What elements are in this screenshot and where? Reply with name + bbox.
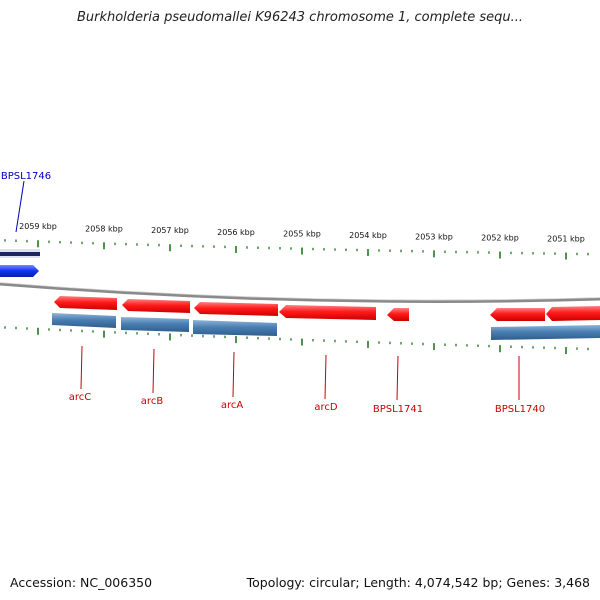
forward-strand-genes xyxy=(54,296,600,321)
chromosome-backbone xyxy=(0,282,600,303)
gene-label-arca[interactable]: arcA xyxy=(221,400,244,411)
gene-label-arcd[interactable]: arcD xyxy=(314,402,338,413)
gene-bpsl1740-arrow[interactable] xyxy=(490,308,545,321)
map-title: Burkholderia pseudomallei K96243 chromos… xyxy=(76,10,524,25)
tick-label: 2053 kbp xyxy=(415,232,453,241)
cds-arcb-bar[interactable] xyxy=(121,317,189,332)
genome-summary-text: Topology: circular; Length: 4,074,542 bp… xyxy=(246,575,590,590)
bottom-tick-marks xyxy=(4,326,589,355)
accession-text: Accession: NC_006350 xyxy=(10,575,153,590)
cds-features xyxy=(52,313,600,340)
gene-label-bpsl1740[interactable]: BPSL1740 xyxy=(495,404,545,415)
gene-label-arcb[interactable]: arcB xyxy=(141,396,164,407)
leader-bpsl1746 xyxy=(15,180,25,233)
cds-arcc-bar[interactable] xyxy=(52,313,116,328)
gene-bpsl1746-arrow xyxy=(0,265,39,277)
gene-arcb-arrow[interactable] xyxy=(122,299,190,313)
leader-arcd xyxy=(324,354,327,400)
leader-bpsl1741 xyxy=(396,355,399,401)
cds-bpsl1740-bar[interactable] xyxy=(491,325,600,340)
gene-label-leaders xyxy=(80,345,520,401)
gene-arcc-arrow[interactable] xyxy=(54,296,117,310)
chromosome-backbone-highlight xyxy=(0,282,600,301)
gene-bpsl1746[interactable] xyxy=(0,249,40,277)
tick-label: 2055 kbp xyxy=(283,230,321,239)
tick-label: 2052 kbp xyxy=(481,234,519,243)
gene-bpsl1741-arrow[interactable] xyxy=(387,308,409,321)
tick-label: 2059 kbp xyxy=(19,222,57,231)
gene-arcd-arrow[interactable] xyxy=(279,305,376,320)
tick-label: 2056 kbp xyxy=(217,228,255,237)
gene-next-forward-arrow[interactable] xyxy=(546,306,600,321)
cds-arca-bar[interactable] xyxy=(193,320,277,336)
gene-label-bpsl1746[interactable]: BPSL1746 xyxy=(1,171,51,182)
tick-label: 2057 kbp xyxy=(151,226,189,235)
leader-arcc xyxy=(80,345,83,390)
tick-label: 2058 kbp xyxy=(85,224,123,233)
gene-bpsl1746-bar xyxy=(0,252,40,256)
tick-label: 2054 kbp xyxy=(349,231,387,240)
top-tick-marks xyxy=(4,239,589,260)
gene-arca-arrow[interactable] xyxy=(194,302,278,316)
leader-arca xyxy=(232,351,235,398)
gene-label-bpsl1741[interactable]: BPSL1741 xyxy=(373,404,423,415)
tick-label: 2051 kbp xyxy=(547,235,585,244)
leader-arcb xyxy=(152,348,155,394)
gene-label-arcc[interactable]: arcC xyxy=(69,392,92,403)
tick-labels: 2059 kbp 2058 kbp 2057 kbp 2056 kbp 2055 kbp… xyxy=(19,222,585,243)
